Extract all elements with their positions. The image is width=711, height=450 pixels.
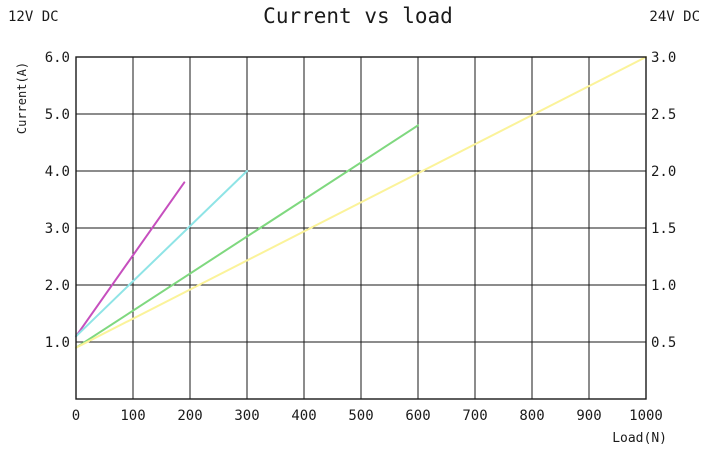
y-tick-label: 4.0 (45, 164, 70, 180)
y-tick-label: 2.0 (45, 278, 70, 294)
x-tick-label: 900 (576, 408, 601, 424)
y2-tick-label: 2.0 (651, 164, 676, 180)
series-line (75, 56, 647, 349)
x-tick-label: 500 (348, 408, 373, 424)
y-tick-label: 3.0 (45, 221, 70, 237)
y-tick-label: 1.0 (45, 335, 70, 351)
x-tick-label: 100 (120, 408, 145, 424)
tick-labels: 0 100 200 300 400 500 600 700 800 900 1000 1.0 2.0 3.… (45, 50, 677, 424)
series-line (75, 181, 186, 338)
series-line (75, 170, 248, 338)
x-axis-label: Load(N) (612, 431, 667, 446)
y2-tick-label: 3.0 (651, 50, 676, 66)
y2-tick-label: 0.5 (651, 335, 676, 351)
right-axis-title: 24V DC (649, 9, 700, 25)
series-lines (75, 56, 647, 349)
x-tick-label: 0 (72, 408, 80, 424)
x-tick-label: 700 (462, 408, 487, 424)
left-axis-title: 12V DC (8, 9, 59, 25)
grid (75, 56, 647, 399)
x-tick-label: 200 (177, 408, 202, 424)
y-tick-label: 5.0 (45, 107, 70, 123)
x-tick-label: 1000 (629, 408, 663, 424)
chart-title: Current vs load (263, 4, 453, 28)
series-line (75, 124, 419, 349)
y2-tick-label: 1.5 (651, 221, 676, 237)
x-tick-label: 300 (234, 408, 259, 424)
plot-frame (75, 56, 647, 400)
x-tick-label: 400 (291, 408, 316, 424)
x-tick-label: 800 (519, 408, 544, 424)
y-tick-label: 6.0 (45, 50, 70, 66)
y2-tick-label: 1.0 (651, 278, 676, 294)
y-axis-label: Current(A) (15, 62, 29, 134)
y2-tick-label: 2.5 (651, 107, 676, 123)
x-tick-label: 600 (405, 408, 430, 424)
